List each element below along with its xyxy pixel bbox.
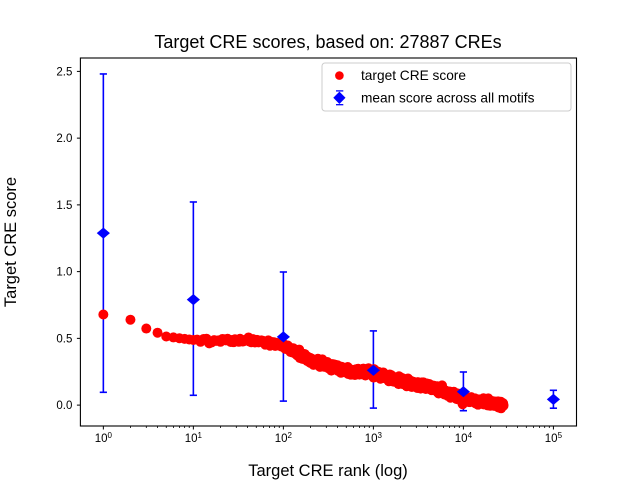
svg-text:Target CRE rank (log): Target CRE rank (log) xyxy=(248,462,408,480)
svg-text:1.5: 1.5 xyxy=(56,200,72,212)
svg-text:Target CRE scores, based on: 2: Target CRE scores, based on: 27887 CREs xyxy=(154,32,501,52)
svg-text:target CRE score: target CRE score xyxy=(361,68,466,83)
svg-text:mean score across all motifs: mean score across all motifs xyxy=(361,90,535,105)
svg-text:Target CRE score: Target CRE score xyxy=(2,177,20,307)
svg-text:0.5: 0.5 xyxy=(56,333,72,345)
svg-text:1.0: 1.0 xyxy=(56,267,72,279)
svg-text:0.0: 0.0 xyxy=(56,400,72,412)
svg-text:2.5: 2.5 xyxy=(56,66,72,78)
svg-text:2.0: 2.0 xyxy=(56,133,72,145)
